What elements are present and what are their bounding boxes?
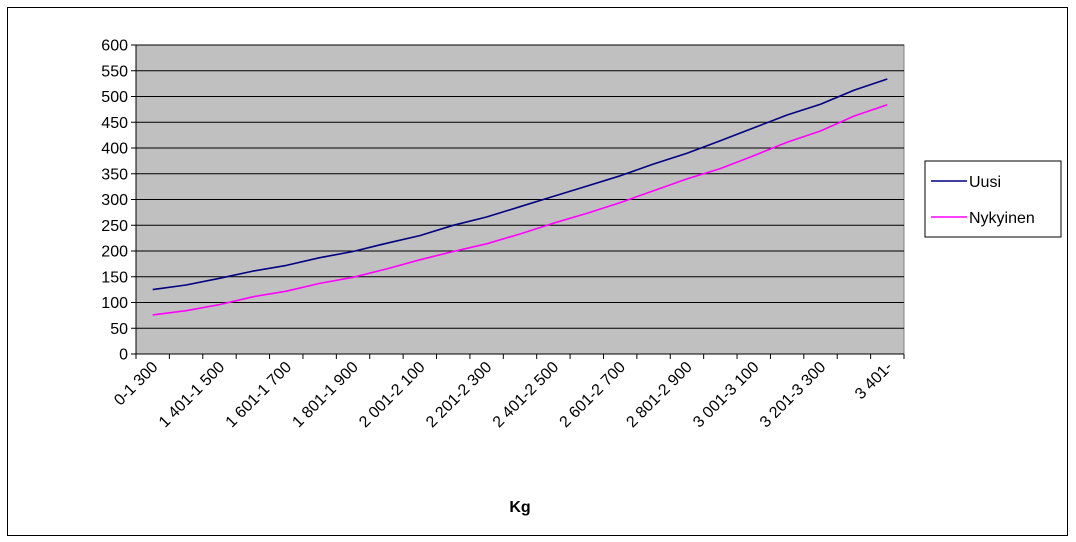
legend-label: Nykyinen [969, 210, 1035, 227]
x-tick-label: 2 001-2 100 [356, 359, 428, 431]
x-tick-label: 2 401-2 500 [490, 359, 562, 431]
x-tick-label: 1 601-1 700 [223, 359, 295, 431]
series-lines [152, 78, 888, 316]
x-tick-label: 3 001-3 100 [690, 359, 762, 431]
legend: Uusi Nykyinen [924, 160, 1062, 238]
x-axis-title: Kg [509, 499, 530, 516]
x-tick-label: 3 401- [852, 359, 896, 403]
y-tick-label: 0 [119, 347, 128, 364]
y-tick-label: 550 [101, 63, 128, 80]
x-tick-label: 2 201-2 300 [423, 359, 495, 431]
x-tick-label: 3 201-3 300 [757, 359, 829, 431]
x-tick-label: 2 801-2 900 [623, 359, 695, 431]
y-tick-label: 50 [110, 321, 128, 338]
y-tick-label: 500 [101, 89, 128, 106]
x-tick-label: 0-1 300 [111, 359, 161, 409]
series-line-uusi [152, 78, 888, 291]
x-tick-label: 1 401-1 500 [156, 359, 228, 431]
y-tick-label: 400 [101, 141, 128, 158]
legend-box [924, 160, 1062, 238]
x-tick-label: 1 801-1 900 [289, 359, 361, 431]
y-tick-label: 150 [101, 269, 128, 286]
y-tick-label: 250 [101, 218, 128, 235]
line-chart: 0 50 100 150 200 250 300 350 400 450 500 550 600 0-1… [101, 38, 1062, 516]
y-tick-label: 350 [101, 166, 128, 183]
y-tick-label: 300 [101, 192, 128, 209]
y-tick-label: 450 [101, 115, 128, 132]
y-tick-label: 200 [101, 244, 128, 261]
legend-label: Uusi [969, 174, 1001, 191]
chart-frame: 0 50 100 150 200 250 300 350 400 450 500 550 600 0-1… [7, 7, 1068, 536]
y-axis-ticks: 0 50 100 150 200 250 300 350 400 450 500 550 600 [101, 38, 136, 364]
y-tick-label: 100 [101, 295, 128, 312]
series-line-nykyinen [152, 103, 888, 316]
y-tick-label: 600 [101, 38, 128, 55]
x-tick-label: 2 601-2 700 [557, 359, 629, 431]
gridlines [136, 44, 904, 329]
